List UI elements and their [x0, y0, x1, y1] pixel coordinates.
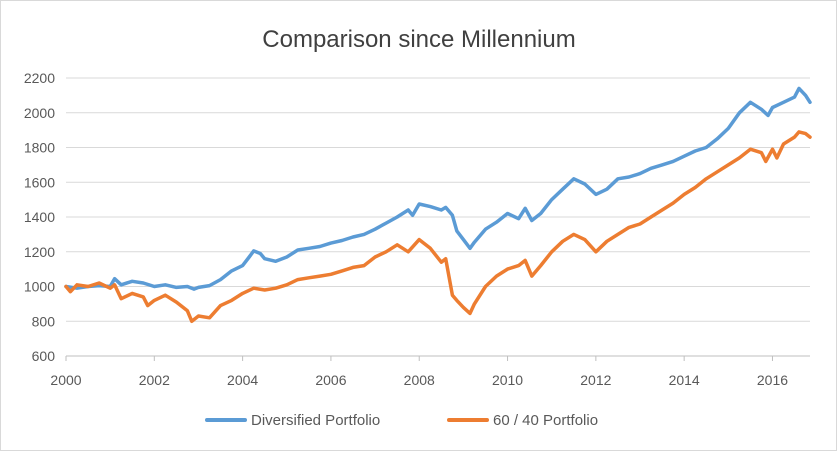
x-tick-label: 2012	[580, 372, 611, 388]
axes: 600 800 1000 1200 1400 1600 1800 2000 2200 2000 20…	[24, 70, 810, 388]
series-line-diversified	[64, 86, 812, 291]
chart-title: Comparison since Millennium	[262, 26, 575, 53]
y-tick-label: 1400	[24, 209, 55, 225]
y-tick-label: 2000	[24, 105, 55, 121]
x-tick-label: 2008	[404, 372, 435, 388]
y-tick-label: 1200	[24, 244, 55, 260]
y-tick-label: 600	[32, 348, 56, 364]
x-tick-label: 2004	[227, 372, 258, 388]
x-tick-label: 2016	[757, 372, 788, 388]
series-lines	[64, 86, 812, 324]
x-tick-label: 2002	[139, 372, 170, 388]
legend: Diversified Portfolio 60 / 40 Portfolio	[205, 412, 598, 429]
y-tick-label: 2200	[24, 70, 55, 86]
x-tick-label: 2014	[669, 372, 700, 388]
x-tick-label: 2010	[492, 372, 523, 388]
y-tick-label: 1800	[24, 140, 55, 156]
gridlines	[66, 77, 810, 357]
legend-label: 60 / 40 Portfolio	[493, 412, 598, 429]
series-line-sixty-forty	[64, 130, 812, 324]
x-tick-label: 2000	[50, 372, 81, 388]
legend-label: Diversified Portfolio	[251, 412, 380, 429]
y-tick-label: 800	[32, 313, 56, 329]
y-tick-label: 1600	[24, 174, 55, 190]
x-tick-label: 2006	[315, 372, 346, 388]
y-tick-label: 1000	[24, 279, 55, 295]
